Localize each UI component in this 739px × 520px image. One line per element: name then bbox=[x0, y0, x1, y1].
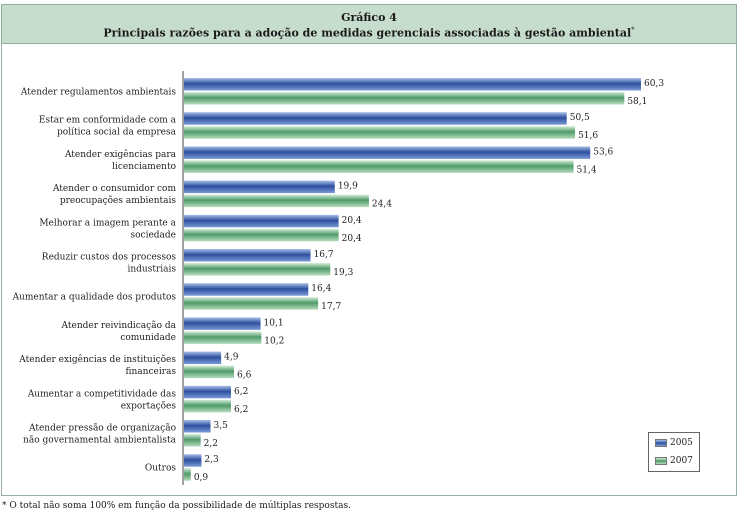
bar-2005-aumentar-a-competitividade-das-exportaco bbox=[184, 385, 231, 399]
category-label-atender-reivindicacao-da-comunidade: Atender reivindicação da comunidade bbox=[61, 320, 177, 343]
value-label-2005-atender-exigencias-de-instituicoes-finan: 4,9 bbox=[224, 353, 239, 363]
category-label-line: Estar em conformidade com a bbox=[39, 116, 177, 126]
category-label-line: Atender o consumidor com bbox=[52, 184, 176, 194]
legend: 2005 2007 bbox=[648, 432, 700, 472]
category-label-atender-o-consumidor-com-preocupacoes-am: Atender o consumidor com preocupações amb… bbox=[52, 184, 176, 206]
category-label-line: não governamental ambientalista bbox=[23, 435, 177, 446]
bar-2007-melhorar-a-imagem-perante-a-sociedade bbox=[184, 228, 339, 242]
category-label-atender-pressao-de-organizacao-nao-gover: Atender pressão de organização não govern… bbox=[23, 423, 177, 446]
category-label-line: Atender pressão de organização bbox=[28, 423, 176, 434]
legend-label-2007: 2007 bbox=[670, 456, 693, 466]
bar-2007-atender-exigencias-de-instituicoes-finan bbox=[184, 365, 235, 379]
value-label-2005-reduzir-custos-dos-processos-industriais: 16,7 bbox=[314, 250, 334, 260]
category-label-line: Outros bbox=[145, 464, 177, 474]
value-label-2005-atender-exigencias-para-licenciamento: 53,6 bbox=[593, 147, 613, 157]
bar-2007-atender-reivindicacao-da-comunidade bbox=[184, 331, 262, 344]
chart-title: Principais razões para a adoção de medid… bbox=[2, 26, 736, 40]
category-label-aumentar-a-competitividade-das-exportaco: Aumentar a competitividade das exportaçõe… bbox=[27, 389, 177, 411]
value-label-2005-melhorar-a-imagem-perante-a-sociedade: 20,4 bbox=[342, 216, 362, 226]
value-label-2007-atender-reivindicacao-da-comunidade: 10,2 bbox=[264, 336, 284, 346]
value-label-2007-aumentar-a-qualidade-dos-produtos: 17,7 bbox=[321, 302, 341, 312]
legend-swatch-2007 bbox=[655, 457, 667, 465]
value-label-2005-estar-em-conformidade-com-a-politica-soc: 50,5 bbox=[570, 113, 590, 123]
category-label-line: Atender reivindicação da bbox=[61, 320, 177, 331]
bar-2005-atender-exigencias-para-licenciamento bbox=[184, 146, 591, 159]
legend-item-2005: 2005 bbox=[655, 438, 693, 448]
category-label-atender-regulamentos-ambientais: Atender regulamentos ambientais bbox=[20, 88, 176, 98]
category-label-line: política social da empresa bbox=[57, 127, 177, 138]
bar-2007-atender-regulamentos-ambientais bbox=[184, 92, 625, 105]
bar-2007-outros bbox=[184, 468, 191, 481]
value-label-2005-outros: 2,3 bbox=[204, 455, 219, 465]
value-label-2005-atender-regulamentos-ambientais: 60,3 bbox=[644, 79, 664, 89]
category-label-line: Reduzir custos dos processos bbox=[42, 253, 177, 263]
plot-area bbox=[1, 44, 737, 496]
value-label-2005-aumentar-a-qualidade-dos-produtos: 16,4 bbox=[311, 284, 331, 294]
category-label-line: comunidade bbox=[120, 333, 176, 343]
chart-title-text: Principais razões para a adoção de medid… bbox=[103, 26, 632, 40]
bar-2005-melhorar-a-imagem-perante-a-sociedade bbox=[184, 214, 339, 228]
value-label-2007-atender-o-consumidor-com-preocupacoes-am: 24,4 bbox=[372, 200, 392, 210]
category-label-line: financeiras bbox=[126, 367, 177, 377]
category-label-atender-exigencias-de-instituicoes-finan: Atender exigências de instituições financ… bbox=[18, 354, 176, 377]
category-label-outros: Outros bbox=[145, 464, 177, 474]
category-label-line: exportações bbox=[121, 400, 177, 411]
chart-number: Gráfico 4 bbox=[341, 11, 397, 24]
bar-2005-atender-exigencias-de-instituicoes-finan bbox=[184, 351, 222, 365]
footnote-marker: * bbox=[631, 26, 635, 34]
legend-label-2005: 2005 bbox=[670, 438, 693, 448]
category-label-reduzir-custos-dos-processos-industriais: Reduzir custos dos processos industriais bbox=[42, 253, 177, 275]
bar-2005-estar-em-conformidade-com-a-politica-soc bbox=[184, 112, 567, 125]
category-label-atender-exigencias-para-licenciamento: Atender exigências para licenciamento bbox=[64, 149, 177, 172]
bar-2007-atender-exigencias-para-licenciamento bbox=[184, 160, 574, 173]
value-label-2007-estar-em-conformidade-com-a-politica-soc: 51,6 bbox=[578, 131, 598, 141]
category-label-line: Atender regulamentos ambientais bbox=[20, 88, 176, 98]
bar-2007-aumentar-a-qualidade-dos-produtos bbox=[184, 297, 319, 310]
category-label-estar-em-conformidade-com-a-politica-soc: Estar em conformidade com a política soci… bbox=[39, 116, 177, 138]
value-label-2005-aumentar-a-competitividade-das-exportaco: 6,2 bbox=[234, 387, 248, 397]
category-label-line: Atender exigências de instituições bbox=[18, 354, 176, 365]
bar-2005-atender-pressao-de-organizacao-nao-gover bbox=[184, 420, 211, 433]
bar-2007-atender-o-consumidor-com-preocupacoes-am bbox=[184, 194, 369, 208]
legend-swatch-2005 bbox=[655, 439, 667, 447]
legend-item-2007: 2007 bbox=[655, 456, 693, 466]
bar-chart: Atender regulamentos ambientais 60,3 58,1 E… bbox=[12, 71, 664, 485]
bar-2005-reduzir-custos-dos-processos-industriais bbox=[184, 249, 311, 262]
category-label-line: Melhorar a imagem perante a bbox=[39, 218, 176, 228]
category-label-line: Atender exigências para bbox=[64, 149, 177, 160]
category-label-melhorar-a-imagem-perante-a-sociedade: Melhorar a imagem perante a sociedade bbox=[39, 218, 176, 240]
value-label-2007-atender-exigencias-de-instituicoes-finan: 6,6 bbox=[237, 371, 252, 381]
title-band: Gráfico 4 Principais razões para a adoçã… bbox=[1, 4, 737, 44]
value-label-2007-atender-pressao-de-organizacao-nao-gover: 2,2 bbox=[204, 439, 218, 449]
value-label-2007-atender-regulamentos-ambientais: 58,1 bbox=[627, 97, 647, 107]
category-label-line: Aumentar a qualidade dos produtos bbox=[12, 293, 177, 303]
bar-2005-outros bbox=[184, 454, 202, 467]
category-label-line: sociedade bbox=[131, 230, 177, 240]
category-label-line: Aumentar a competitividade das bbox=[27, 389, 177, 399]
category-label-line: industriais bbox=[127, 265, 176, 275]
bar-2005-atender-o-consumidor-com-preocupacoes-am bbox=[184, 180, 335, 194]
value-label-2005-atender-o-consumidor-com-preocupacoes-am: 19,9 bbox=[338, 182, 358, 192]
bar-2007-reduzir-custos-dos-processos-industriais bbox=[184, 263, 331, 276]
value-label-2007-aumentar-a-competitividade-das-exportaco: 6,2 bbox=[234, 405, 248, 415]
value-label-2005-atender-reivindicacao-da-comunidade: 10,1 bbox=[264, 318, 284, 328]
bar-2005-atender-regulamentos-ambientais bbox=[184, 78, 641, 91]
category-label-line: licenciamento bbox=[112, 162, 176, 172]
category-label-aumentar-a-qualidade-dos-produtos: Aumentar a qualidade dos produtos bbox=[12, 293, 177, 303]
bar-2007-estar-em-conformidade-com-a-politica-soc bbox=[184, 126, 576, 139]
bar-2005-aumentar-a-qualidade-dos-produtos bbox=[184, 283, 309, 296]
value-label-2007-reduzir-custos-dos-processos-industriais: 19,3 bbox=[333, 268, 353, 278]
value-label-2007-melhorar-a-imagem-perante-a-sociedade: 20,4 bbox=[342, 234, 362, 244]
bar-2007-aumentar-a-competitividade-das-exportaco bbox=[184, 399, 231, 413]
footnote: * O total não soma 100% em função da pos… bbox=[2, 501, 351, 511]
value-label-2007-outros: 0,9 bbox=[194, 473, 209, 483]
value-label-2007-atender-exigencias-para-licenciamento: 51,4 bbox=[577, 165, 597, 175]
bar-2007-atender-pressao-de-organizacao-nao-gover bbox=[184, 434, 201, 447]
value-label-2005-atender-pressao-de-organizacao-nao-gover: 3,5 bbox=[214, 421, 229, 431]
category-label-line: preocupações ambientais bbox=[60, 195, 177, 206]
bar-2005-atender-reivindicacao-da-comunidade bbox=[184, 317, 261, 330]
